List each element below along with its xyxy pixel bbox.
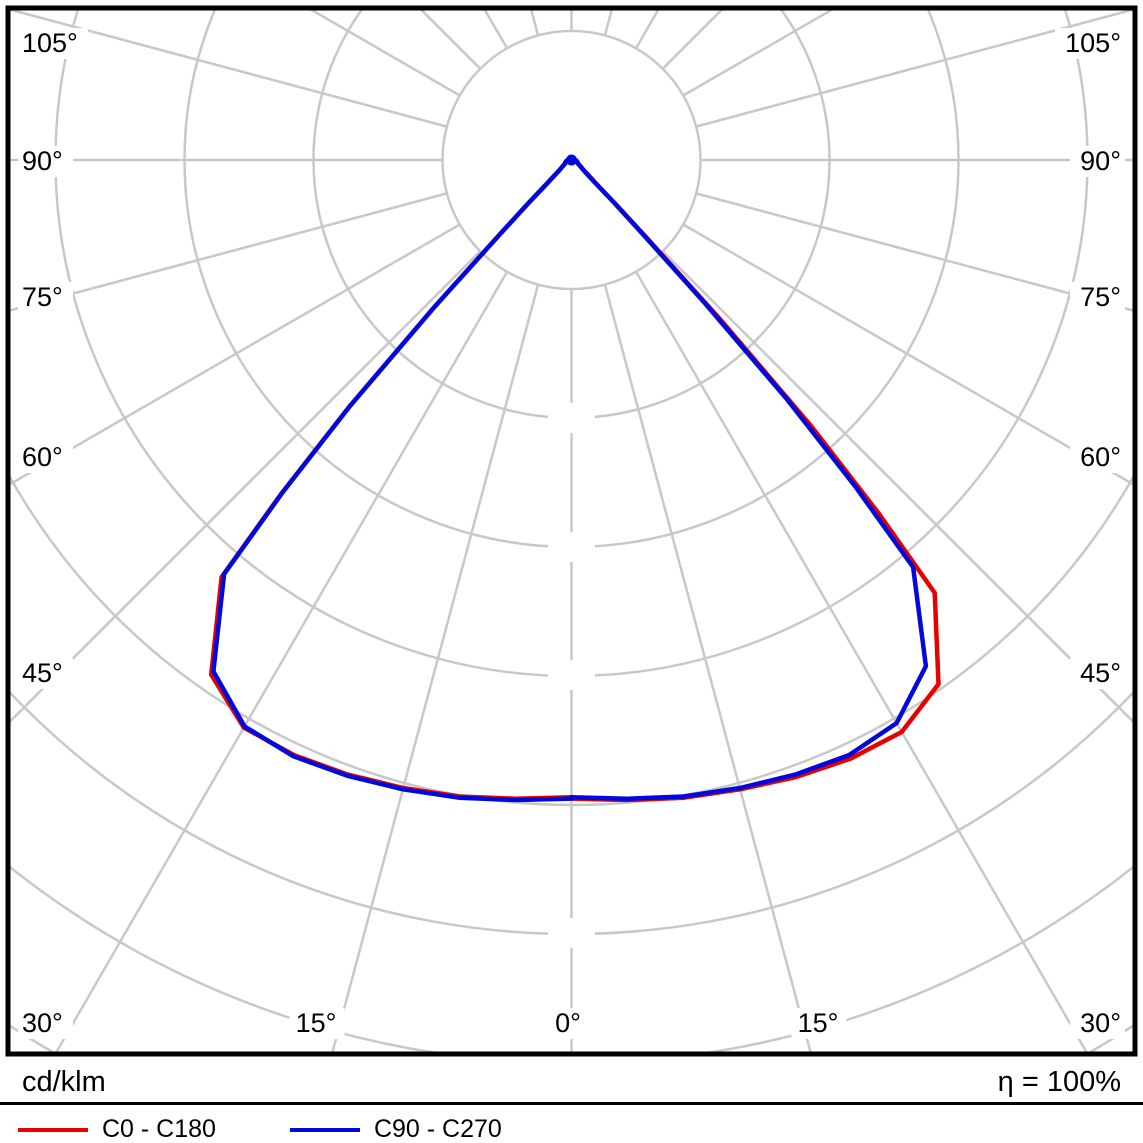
grid-spoke [55, 271, 509, 1052]
angle-label-bg [289, 1008, 345, 1039]
polar-photometric-chart: 105° 90° 75° 60° 45° 30° 105° 90° 75° 60° 45° 30° 15… [5, 5, 1138, 1057]
grid-spoke [695, 10, 1133, 128]
unit-label: cd/klm [22, 1065, 106, 1098]
legend-item-c90-c270: C90 - C270 [289, 1115, 502, 1143]
angle-label-bg [549, 1008, 589, 1039]
blue-line-sample-icon [289, 1127, 360, 1132]
red-line-sample-icon [18, 1127, 88, 1132]
grid-spoke [10, 10, 448, 128]
angle-label-bg [1055, 28, 1125, 59]
angle-label: 60° [22, 442, 63, 472]
angle-label: 90° [1080, 146, 1121, 176]
radial-tick-box [548, 660, 595, 690]
legend-item-c0-c180: C0 - C180 [18, 1115, 216, 1143]
angle-label-bg [18, 442, 73, 473]
legend-item-label: C90 - C270 [373, 1115, 502, 1143]
angle-label: 30° [22, 1008, 63, 1038]
angle-label: 15° [296, 1008, 337, 1038]
angle-label-bg [1070, 146, 1125, 177]
angle-label-bg [1070, 1008, 1125, 1039]
angle-label-bg [18, 1008, 73, 1039]
curve-c90-c270 [211, 157, 929, 803]
grid-spoke [603, 284, 812, 1052]
grid-spoke [10, 192, 448, 312]
grid-spoke [530, 10, 540, 36]
angle-label-bg [18, 28, 88, 59]
radial-tick-box [548, 532, 595, 562]
angle-label: 75° [1080, 282, 1121, 312]
efficiency-label: η = 100% [997, 1065, 1121, 1098]
grid-spoke [331, 284, 540, 1052]
radial-tick-box [548, 403, 595, 433]
grid-spoke [603, 10, 613, 36]
angle-label-bg [1070, 282, 1125, 313]
angle-label: 75° [22, 282, 63, 312]
angle-label: 90° [22, 146, 63, 176]
grid-spoke [10, 223, 461, 486]
angle-label: 45° [22, 658, 63, 688]
grid-spoke [661, 250, 1133, 724]
angle-label: 105° [1065, 28, 1121, 58]
grid-ring [10, 474, 1133, 807]
angle-labels: 105° 90° 75° 60° 45° 30° 105° 90° 75° 60° 45° 30° 15… [18, 28, 1125, 1039]
radial-tick-box [548, 918, 595, 948]
legend-top-row: cd/klm η = 100% [0, 1060, 1143, 1102]
photometric-center-dot [566, 154, 577, 166]
angle-label-bg [1070, 658, 1125, 689]
legend-divider [0, 1102, 1143, 1105]
curve-c0-c180 [208, 157, 941, 803]
chart-frame [5, 5, 1138, 1057]
angle-label-bg [791, 1008, 847, 1039]
legend-item-label: C0 - C180 [102, 1115, 216, 1143]
grid-ring [441, 29, 702, 291]
chart-legend: cd/klm η = 100% C0 - C180 C90 - C270 [0, 1060, 1143, 1143]
angle-label: 30° [1080, 1008, 1121, 1038]
angle-label-bg [18, 658, 73, 689]
legend-items-row: C0 - C180 C90 - C270 [0, 1105, 1143, 1143]
angle-label: 105° [22, 28, 78, 58]
grid-spoke [695, 192, 1133, 312]
grid-spoke [634, 271, 1088, 1052]
angle-label: 0° [555, 1008, 581, 1038]
grid-spoke [682, 223, 1133, 486]
angle-label-bg [18, 146, 73, 177]
angle-label-bg [18, 282, 73, 313]
angle-label: 15° [798, 1008, 839, 1038]
angle-label: 60° [1080, 442, 1121, 472]
grid-spoke [10, 250, 482, 724]
angle-label: 45° [1080, 658, 1121, 688]
angle-label-bg [1070, 442, 1125, 473]
